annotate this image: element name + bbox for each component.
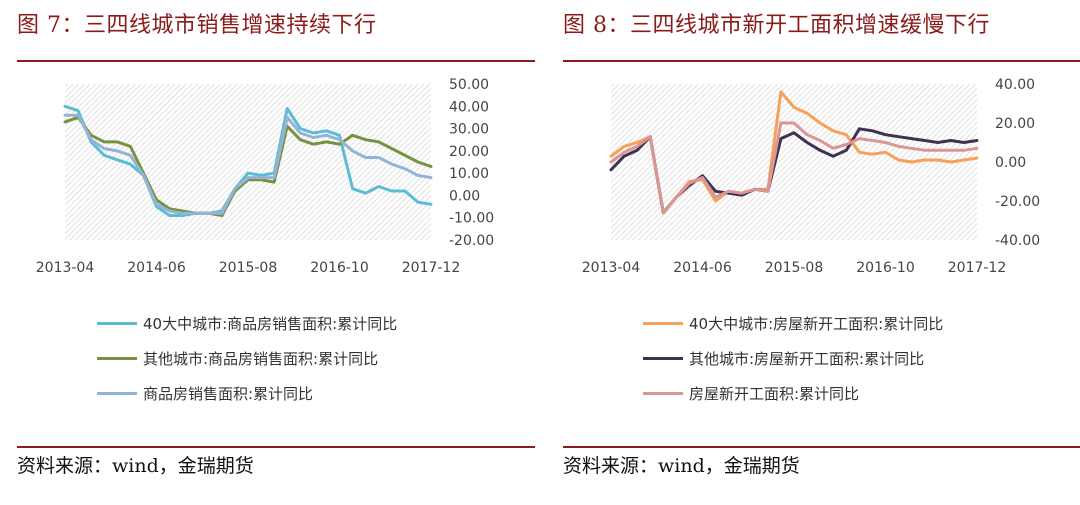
- sales-area-growth-chart: 50.00 40.00 30.00 20.00 10.00 0.00 -10.00 -20.0…: [36, 77, 494, 276]
- legend-label: 其他城市:房屋新开工面积:累计同比: [689, 349, 925, 368]
- legend-label: 房屋新开工面积:累计同比: [689, 384, 860, 403]
- y-tick-label: 10.00: [449, 166, 489, 182]
- x-tick-label: 2015-08: [765, 260, 824, 276]
- title-rule: [17, 60, 535, 62]
- legend-item: 其他城市:商品房销售面积:累计同比: [97, 347, 378, 369]
- x-tick-label: 2013-04: [36, 260, 95, 276]
- y-tick-label: 40.00: [449, 99, 489, 115]
- legend-swatch: [643, 391, 683, 395]
- y-tick-label: 20.00: [995, 116, 1035, 132]
- y-tick-label: -20.00: [449, 233, 494, 249]
- title-rule: [563, 60, 1080, 62]
- series-line-2: [609, 121, 979, 215]
- y-tick-label: 20.00: [449, 144, 489, 160]
- legend-swatch: [643, 321, 683, 325]
- y-tick-label: -40.00: [995, 233, 1040, 249]
- legend-item: 40大中城市:房屋新开工面积:累计同比: [643, 312, 943, 334]
- y-tick-label: 0.00: [995, 155, 1026, 171]
- legend-item: 房屋新开工面积:累计同比: [643, 382, 859, 404]
- legend-item: 其他城市:房屋新开工面积:累计同比: [643, 347, 924, 369]
- y-tick-label: 40.00: [995, 77, 1035, 93]
- legend-item: 40大中城市:商品房销售面积:累计同比: [97, 312, 397, 334]
- x-tick-label: 2014-06: [127, 260, 186, 276]
- right-figure-panel: 图 8：三四线城市新开工面积增速缓慢下行 40.00 20.00 0.00 -20.0…: [563, 0, 1080, 505]
- y-tick-label: -20.00: [995, 194, 1040, 210]
- y-tick-label: 30.00: [449, 122, 489, 138]
- chart-legend: 40大中城市:房屋新开工面积:累计同比 其他城市:房屋新开工面积:累计同比 房屋新开…: [643, 312, 1063, 422]
- series-line-0: [63, 104, 433, 217]
- x-tick-label: 2015-08: [219, 260, 278, 276]
- legend-label: 40大中城市:商品房销售面积:累计同比: [143, 314, 398, 333]
- left-figure-panel: 图 7：三四线城市销售增速持续下行 50.00 40.00 30.00 20.00 10…: [17, 0, 537, 505]
- x-tick-label: 2014-06: [673, 260, 732, 276]
- legend-label: 其他城市:商品房销售面积:累计同比: [143, 349, 379, 368]
- legend-label: 商品房销售面积:累计同比: [143, 384, 314, 403]
- series-line-1: [63, 115, 433, 217]
- figure-title: 图 7：三四线城市销售增速持续下行: [17, 13, 377, 38]
- legend-item: 商品房销售面积:累计同比: [97, 382, 313, 404]
- legend-swatch: [97, 321, 137, 325]
- source-rule: [17, 446, 535, 448]
- source-rule: [563, 446, 1080, 448]
- legend-swatch: [643, 356, 683, 360]
- x-tick-label: 2013-04: [582, 260, 641, 276]
- legend-label: 40大中城市:房屋新开工面积:累计同比: [689, 314, 944, 333]
- source-note: 资料来源：wind，金瑞期货: [17, 455, 254, 477]
- y-tick-label: -10.00: [449, 211, 494, 227]
- new-construction-area-growth-chart: 40.00 20.00 0.00 -20.00 -40.00 2013-04 2014-06…: [582, 77, 1040, 276]
- y-tick-label: 0.00: [449, 188, 480, 204]
- x-tick-label: 2016-10: [310, 260, 369, 276]
- legend-swatch: [97, 356, 137, 360]
- series-line-2: [63, 113, 433, 215]
- figure-title: 图 8：三四线城市新开工面积增速缓慢下行: [563, 13, 990, 38]
- chart-legend: 40大中城市:商品房销售面积:累计同比 其他城市:商品房销售面积:累计同比 商品房销…: [97, 312, 517, 422]
- legend-swatch: [97, 391, 137, 395]
- x-tick-label: 2017-12: [948, 260, 1007, 276]
- x-tick-label: 2016-10: [856, 260, 915, 276]
- y-tick-label: 50.00: [449, 77, 489, 93]
- source-note: 资料来源：wind，金瑞期货: [563, 455, 800, 477]
- x-tick-label: 2017-12: [402, 260, 461, 276]
